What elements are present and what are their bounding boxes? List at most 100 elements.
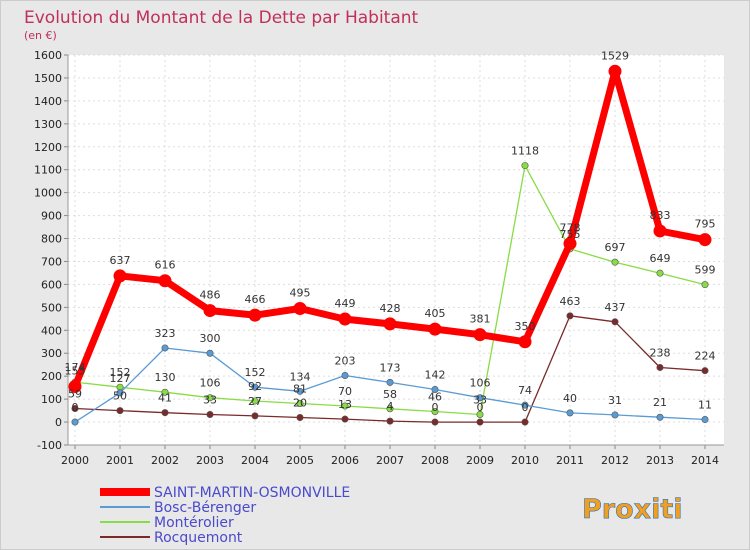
y-tick-label: 700 [41,255,62,268]
x-tick-label: 2013 [646,454,674,467]
y-tick-label: 1600 [34,49,62,62]
x-tick-label: 2006 [331,454,359,467]
x-tick-label: 2008 [421,454,449,467]
data-point-2 [251,397,259,405]
data-point-2 [386,405,394,413]
data-point-3 [116,407,124,415]
data-point-3 [701,367,709,375]
data-point-3 [476,418,484,426]
data-label-3: 437 [605,301,626,314]
data-point-0 [338,312,352,326]
y-tick-label: 600 [41,278,62,291]
data-point-0 [518,335,532,349]
data-label-3: 27 [248,395,262,408]
data-label-1: 127 [110,372,131,385]
data-point-2 [341,402,349,410]
data-point-3 [521,418,529,426]
data-label-2: 70 [338,385,352,398]
y-tick-label: 1300 [34,118,62,131]
logo-text: Proxiti [582,494,683,525]
data-point-2 [431,408,439,416]
data-label-1: 142 [425,368,446,381]
data-point-1 [656,413,664,421]
data-label-1: 40 [563,392,577,405]
data-point-2 [656,269,664,277]
data-label-3: 0 [477,401,484,414]
data-point-2 [521,162,529,170]
y-tick-label: 300 [41,347,62,360]
data-label-0: 405 [425,307,446,320]
x-tick-label: 2000 [61,454,89,467]
data-point-1 [296,387,304,395]
data-point-3 [161,409,169,417]
data-point-1 [521,401,529,409]
legend-label-3: Rocquemont [154,530,243,546]
data-label-2: 755 [560,228,581,241]
data-point-1 [476,394,484,402]
data-label-3: 238 [650,346,671,359]
data-point-2 [161,388,169,396]
data-point-3 [431,418,439,426]
data-label-0: 449 [335,297,356,310]
data-label-0: 637 [110,254,131,267]
legend: SAINT-MARTIN-OSMONVILLEBosc-BérengerMont… [100,485,350,546]
y-tick-label: 200 [41,370,62,383]
data-point-0 [698,233,712,247]
y-tick-label: 900 [41,210,62,223]
data-point-1 [431,385,439,393]
data-label-1: 300 [200,332,221,345]
data-point-0 [293,302,307,315]
x-tick-label: 2012 [601,454,629,467]
data-label-0: 1529 [601,49,629,62]
data-label-1: 134 [290,370,311,383]
data-label-3: 224 [695,350,716,363]
data-point-0 [203,304,217,318]
data-label-0: 466 [245,293,266,306]
y-tick-label: 1100 [34,164,62,177]
data-point-0 [563,237,577,251]
y-tick-label: 1500 [34,72,62,85]
x-tick-label: 2001 [106,454,134,467]
data-point-1 [611,411,619,419]
x-tick-label: 2005 [286,454,314,467]
data-label-2: 58 [383,388,397,401]
data-label-1: 74 [518,384,532,397]
data-label-3: 463 [560,295,581,308]
data-label-2: 697 [605,241,626,254]
data-point-0 [68,380,82,393]
data-label-0: 486 [200,289,221,302]
legend-label-2: Montérolier [154,515,234,531]
axis-layer: -100010020030040050060070080090010001100… [34,49,724,467]
x-tick-label: 2011 [556,454,584,467]
data-point-0 [473,328,487,342]
data-point-0 [428,322,442,336]
data-point-1 [341,371,349,379]
y-tick-label: 1000 [34,187,62,200]
data-label-0: 616 [155,259,176,272]
x-tick-label: 2014 [691,454,719,467]
data-label-3: 20 [293,396,307,409]
data-point-3 [656,363,664,371]
data-label-1: 173 [380,361,401,374]
data-point-1 [566,409,574,417]
data-point-0 [158,274,172,288]
data-label-1: 106 [470,377,491,390]
data-label-0: 795 [695,218,716,231]
data-label-0: 428 [380,302,401,315]
data-point-0 [113,269,127,283]
legend-label-0: SAINT-MARTIN-OSMONVILLE [154,485,350,501]
data-label-1: 323 [155,327,176,340]
x-tick-label: 2004 [241,454,269,467]
data-point-3 [251,412,259,420]
data-point-3 [566,312,574,320]
data-point-2 [296,399,304,407]
data-label-1: 21 [653,396,667,409]
data-label-2: 599 [695,264,716,277]
data-point-3 [71,405,79,413]
data-label-2: 130 [155,371,176,384]
data-label-2: 174 [65,361,86,374]
data-label-3: 59 [68,388,82,401]
data-label-2: 1118 [511,145,539,158]
